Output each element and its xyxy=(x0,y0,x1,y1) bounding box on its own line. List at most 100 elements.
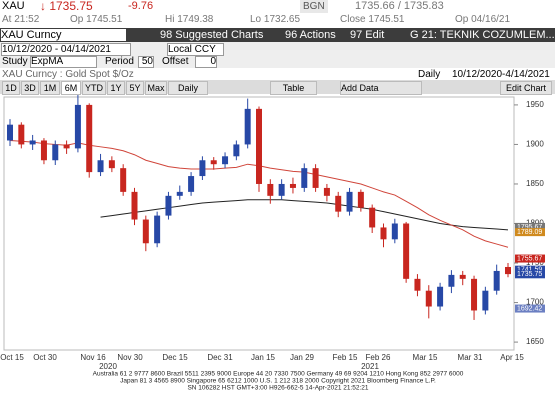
candle-body xyxy=(199,160,206,177)
x-tick-label: Dec 15 xyxy=(162,353,188,362)
year-label: 2020 xyxy=(99,362,117,371)
candle-body xyxy=(154,215,161,244)
candle-body xyxy=(482,290,489,311)
candle-body xyxy=(63,144,70,149)
chart: 16501700175018001850190019501795.671789.… xyxy=(0,95,545,392)
candle-body xyxy=(267,183,274,196)
candle-body xyxy=(278,183,285,196)
offset-label: Offset xyxy=(162,56,189,67)
price-tag xyxy=(515,228,545,237)
toolbar xyxy=(0,28,555,42)
x-tick-label: Apr 15 xyxy=(500,353,524,362)
price-tag-label: 1741.59 xyxy=(517,267,542,274)
candle-body xyxy=(459,274,466,279)
time: At 21:52 xyxy=(2,14,40,25)
candle-body xyxy=(380,227,387,240)
y-tick-label: 1650 xyxy=(526,337,544,346)
candle-body xyxy=(335,195,342,212)
candle-body xyxy=(120,168,127,192)
candle-body xyxy=(176,191,183,196)
candle-body xyxy=(74,104,81,149)
price-tag xyxy=(515,222,545,231)
footer-line: SN 106282 HST GMT+3:00 H926-662-5 14-Apr… xyxy=(187,385,368,392)
x-tick-label: Nov 16 xyxy=(80,353,106,362)
year-label: 2021 xyxy=(361,362,379,371)
x-tick-label: Dec 31 xyxy=(207,353,233,362)
low: Lo 1732.65 xyxy=(250,14,301,25)
source: BGN xyxy=(300,0,328,13)
period-button[interactable]: 3D xyxy=(21,81,39,95)
x-tick-label: Mar 31 xyxy=(458,353,483,362)
close: Close 1745.51 xyxy=(340,14,405,25)
period-button[interactable]: 1M xyxy=(40,81,60,95)
candle-body xyxy=(471,278,478,311)
period-button[interactable]: 1Y xyxy=(107,81,125,95)
x-tick-label: Feb 15 xyxy=(333,353,358,362)
span: 10/12/2020-4/14/2021 xyxy=(452,69,550,80)
toolbar-button[interactable]: 97 Edit xyxy=(350,29,385,41)
candle-body xyxy=(256,108,262,184)
candle-body xyxy=(233,144,240,157)
ticker: XAU xyxy=(2,0,25,12)
x-tick-label: Jan 29 xyxy=(290,353,315,362)
price-tag-label: 1735.75 xyxy=(517,271,542,278)
period[interactable]: 50 xyxy=(138,56,154,68)
candle-body xyxy=(369,207,376,228)
x-tick-label: Mar 15 xyxy=(413,353,438,362)
period-button[interactable]: 6M xyxy=(61,81,81,95)
price-tag-label: 1789.09 xyxy=(517,229,542,236)
y-tick-label: 1700 xyxy=(526,298,544,307)
x-tick-label: Nov 30 xyxy=(117,353,143,362)
open: Op 1745.51 xyxy=(70,14,123,25)
footer-line: Japan 81 3 4565 8900 Singapore 65 6212 1… xyxy=(120,378,436,385)
chart-title: XAU Curncy : Gold Spot $/Oz xyxy=(2,69,134,80)
footer-line: Australia 61 2 9777 8600 Brazil 5511 239… xyxy=(93,371,464,378)
edit-chart-button[interactable]: Edit Chart xyxy=(500,81,552,95)
toolbar-button[interactable]: 96 Actions xyxy=(285,29,336,41)
candle-body xyxy=(40,140,47,161)
op-date: Op 04/16/21 xyxy=(455,14,511,25)
candle-body xyxy=(323,187,330,196)
toolbar-button[interactable]: 98 Suggested Charts xyxy=(160,29,264,41)
study-label: Study xyxy=(2,56,28,67)
candle-body xyxy=(346,191,353,212)
price-tag-label: 1795.67 xyxy=(517,224,542,231)
page-title: G 21: TEKNIK COZUMLEM... xyxy=(410,29,555,41)
x-tick-label: Jan 15 xyxy=(251,353,276,362)
price-tag xyxy=(515,304,545,313)
price-tag-label: 1692.42 xyxy=(517,305,542,312)
period-button[interactable]: YTD xyxy=(82,81,106,95)
last-price: ↓ 1735.75 xyxy=(40,0,93,13)
candle-body xyxy=(437,286,444,307)
candle-body xyxy=(301,168,308,188)
period-button[interactable]: 5Y xyxy=(126,81,144,95)
candle-body xyxy=(448,274,455,287)
x-tick-label: Oct 15 xyxy=(0,353,24,362)
price-tag xyxy=(515,270,545,279)
candle-body xyxy=(312,168,319,188)
offset[interactable]: 0 xyxy=(195,56,217,68)
candle-body xyxy=(210,160,217,165)
candle-body xyxy=(7,124,13,141)
date-range[interactable]: 10/12/2020 - 04/14/2021 xyxy=(1,43,131,56)
y-tick-label: 1850 xyxy=(526,179,544,188)
candle-body xyxy=(244,108,251,145)
candle-body xyxy=(18,124,25,145)
price-tag xyxy=(515,254,545,263)
candle-body xyxy=(52,144,59,161)
candle-body xyxy=(414,278,421,291)
study-name[interactable]: ExpMA xyxy=(30,56,97,68)
frequency-button[interactable]: Daily xyxy=(168,81,208,95)
y-tick-label: 1950 xyxy=(526,100,544,109)
period-button[interactable]: Max xyxy=(145,81,167,95)
candle-body xyxy=(165,195,172,216)
security-field[interactable]: XAU Curncy xyxy=(1,29,126,41)
x-tick-label: Oct 30 xyxy=(33,353,57,362)
candle-body xyxy=(505,266,511,275)
period-button[interactable]: 1D xyxy=(2,81,20,95)
currency[interactable]: Local CCY xyxy=(167,43,224,56)
x-tick-label: Feb 26 xyxy=(366,353,391,362)
table-button[interactable]: Table xyxy=(270,81,317,95)
add-data-button[interactable]: Add Data xyxy=(340,81,422,95)
